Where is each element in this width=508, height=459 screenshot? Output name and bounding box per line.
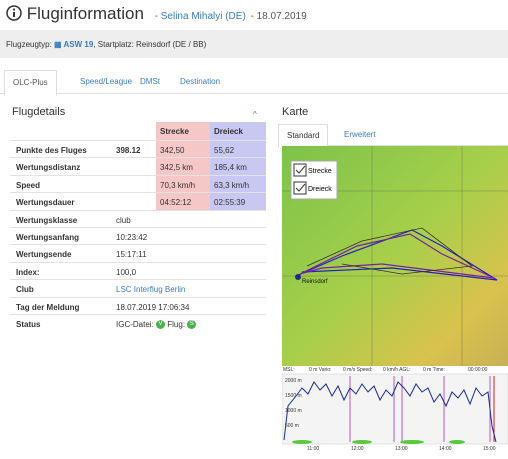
strecke-value: 342,5 km — [156, 158, 210, 177]
checkbox[interactable] — [293, 163, 307, 177]
table-row: Speed 70,3 km/h 63,3 km/h — [10, 174, 266, 194]
x-axis-label: 15:00 — [483, 446, 496, 452]
flight-label: Flug: — [167, 320, 186, 329]
flight-date: - 18.07.2019 — [250, 11, 307, 22]
table-row: Punkte des Fluges 398.12 342,50 55,62 — [10, 140, 266, 159]
igc-label: IGC-Datei: — [116, 320, 154, 329]
y-axis-label: 1500 m — [285, 393, 302, 399]
readout-label: 0 m/s Speed: — [343, 367, 372, 373]
tab-line — [0, 93, 508, 94]
barogram: MSL: 0 m Vario: 0 m/s Speed: 0 km/h AGL: 0 m… — [282, 366, 508, 452]
section-title: Flugdetails — [12, 106, 66, 118]
y-axis-label: 1000 m — [285, 408, 302, 414]
start-place: Reinsdorf (DE / BB) — [136, 40, 207, 49]
row-label: Wertungsdauer — [16, 198, 75, 208]
x-axis-label: 13:00 — [395, 446, 408, 452]
row-label: Tag der Meldung — [16, 302, 80, 312]
aircraft: ASW 19 — [63, 40, 94, 49]
row-label: Wertungsdistanz — [16, 163, 81, 173]
row-value: club — [116, 215, 131, 225]
table-row: Index: 100,0 — [10, 261, 266, 281]
status-row: Status IGC-Datei: V Flug: S — [10, 314, 266, 335]
badge: V — [156, 320, 166, 330]
table-row: Wertungsdistanz 342,5 km 185,4 km — [10, 157, 266, 177]
row-value: LSC Interflug Berlin — [116, 285, 186, 295]
row-label: Wertungsanfang — [16, 233, 79, 242]
map-tab[interactable]: Erweitert — [344, 130, 376, 139]
tab-line — [278, 145, 508, 146]
strecke-value: 342,50 — [156, 141, 210, 159]
map-tab[interactable]: Standard — [278, 124, 329, 148]
pilot-link[interactable]: - Selina Mihalyi (DE) — [154, 11, 246, 22]
aircraft-link[interactable]: ▦ ASW 19 — [54, 40, 94, 49]
tab[interactable]: Destination — [180, 77, 221, 86]
table-row: Club LSC Interflug Berlin — [10, 279, 266, 298]
dreieck-value: 185,4 km — [210, 158, 266, 177]
x-axis-label: 12:00 — [351, 446, 364, 452]
page-title: Fluginformation — [26, 4, 144, 23]
readout-label: MSL: — [283, 367, 295, 373]
y-axis-label: 500 m — [285, 423, 299, 429]
x-axis-label: 11:00 — [307, 446, 319, 452]
row-value: 18.07.2019 17:06:34 — [116, 302, 190, 312]
row-value: 15:17:11 — [116, 250, 147, 260]
row-value: 10:23:42 — [116, 233, 148, 242]
row-value: 100,0 — [116, 267, 137, 277]
status: IGC-Datei: V Flug: S — [116, 320, 197, 330]
row-label: Punkte des Fluges — [16, 146, 87, 155]
map: Reinsdorf Strecke Dreieck — [282, 146, 508, 366]
info-icon — [6, 5, 22, 21]
dreieck-value: 63,3 km/h — [210, 175, 266, 194]
legend-label: Dreieck — [308, 186, 332, 193]
header: Fluginformation - Selina Mihalyi (DE) - … — [6, 4, 307, 24]
dreieck-value: 02:55:39 — [210, 193, 266, 212]
subheader: Flugzeugtyp: ▦ ASW 19, Startplatz: Reins… — [0, 30, 508, 58]
row-label: Club — [16, 285, 34, 295]
strecke-value: 70,3 km/h — [156, 175, 210, 194]
map-title: Karte — [282, 106, 309, 118]
tab[interactable]: Speed/League — [80, 77, 133, 86]
row-label: Index: — [16, 267, 40, 277]
readout-label: 0 m Vario: — [309, 367, 331, 373]
start-label: , Startplatz: — [93, 40, 134, 49]
strecke-value: 04:52:12 — [156, 193, 210, 212]
badge: S — [187, 320, 197, 330]
tab[interactable]: OLC-Plus — [4, 70, 57, 96]
table-row: Wertungsende 15:17:11 — [10, 244, 266, 263]
column-header: Strecke — [156, 122, 210, 140]
checkbox[interactable] — [293, 181, 307, 195]
type-label: Flugzeugtyp: — [6, 40, 52, 49]
tab[interactable]: DMSt — [140, 77, 160, 86]
place-label: Reinsdorf — [302, 279, 328, 285]
row-label: Wertungsende — [16, 250, 72, 260]
readout-label: 0 m Time: — [423, 367, 445, 373]
row-value: 398.12 — [116, 146, 141, 155]
readout-label: 00:00:00 — [468, 367, 488, 373]
table-row: Tag der Meldung 18.07.2019 17:06:34 — [10, 296, 266, 316]
collapse-button[interactable]: ^ — [253, 110, 257, 119]
x-axis-label: 14:00 — [439, 446, 452, 452]
row-label: Wertungsklasse — [16, 215, 78, 225]
column-header: Dreieck — [210, 122, 266, 140]
legend-label: Strecke — [308, 168, 332, 175]
row-label: Status — [16, 320, 41, 329]
row-label: Speed — [16, 180, 41, 190]
table-row: Wertungsklasse club — [10, 209, 266, 229]
table-row: Wertungsanfang 10:23:42 — [10, 227, 266, 246]
readout-label: 0 km/h AGL: — [383, 367, 411, 373]
y-axis-label: 2000 m — [285, 378, 302, 384]
table-row: Wertungsdauer 04:52:12 02:55:39 — [10, 192, 266, 212]
dreieck-value: 55,62 — [210, 141, 266, 159]
